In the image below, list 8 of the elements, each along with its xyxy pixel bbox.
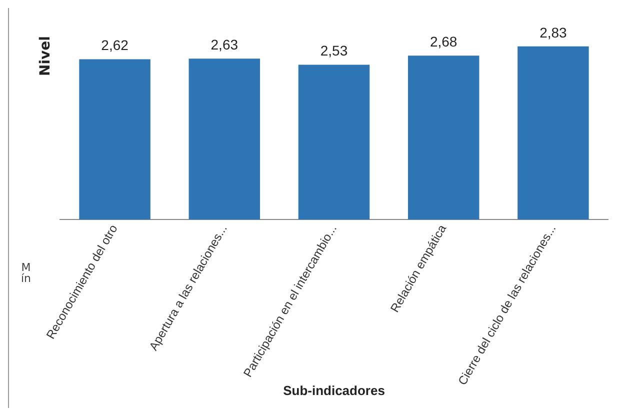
y-axis-title: Nivel <box>38 36 54 76</box>
data-label: 2,83 <box>540 24 568 40</box>
data-label: 2,63 <box>210 36 238 52</box>
text: Mín <box>20 261 32 285</box>
data-label: 2,62 <box>101 37 129 54</box>
data-label: 2,53 <box>320 42 348 59</box>
x-axis-title: Sub-indicadores <box>283 382 385 398</box>
data-label: 2,68 <box>430 33 458 50</box>
